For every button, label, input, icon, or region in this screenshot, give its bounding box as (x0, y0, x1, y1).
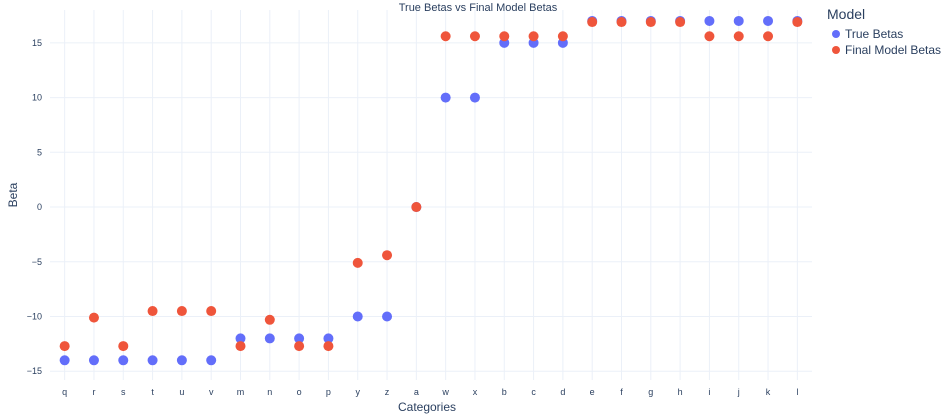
point-final-model-betas[interactable] (59, 341, 70, 352)
x-tick-label: l (796, 387, 798, 397)
x-tick-label: n (267, 387, 272, 397)
legend-title: Model (827, 6, 866, 22)
x-tick-label: z (385, 387, 390, 397)
x-tick-label: p (326, 387, 331, 397)
point-true-betas[interactable] (206, 355, 217, 366)
point-final-model-betas[interactable] (147, 306, 158, 317)
point-final-model-betas[interactable] (382, 250, 393, 261)
x-tick-label: r (92, 387, 95, 397)
y-tick-label: −15 (27, 366, 42, 376)
x-tick-label: b (502, 387, 507, 397)
x-tick-label: x (473, 387, 478, 397)
point-final-model-betas[interactable] (294, 341, 305, 352)
point-final-model-betas[interactable] (440, 31, 451, 42)
point-true-betas[interactable] (352, 311, 363, 322)
point-true-betas[interactable] (147, 355, 158, 366)
y-tick-label: 0 (37, 202, 42, 212)
point-final-model-betas[interactable] (528, 31, 539, 42)
point-final-model-betas[interactable] (675, 17, 686, 28)
point-final-model-betas[interactable] (352, 257, 363, 268)
point-true-betas[interactable] (176, 355, 187, 366)
x-axis-title: Categories (398, 400, 456, 414)
x-tick-label: q (62, 387, 67, 397)
legend-marker-final-model-betas (832, 46, 840, 54)
point-true-betas[interactable] (733, 15, 744, 26)
x-tick-label: g (648, 387, 653, 397)
x-tick-label: k (766, 387, 771, 397)
x-tick-label: i (708, 387, 710, 397)
y-tick-label: −10 (27, 312, 42, 322)
y-tick-label: 10 (32, 93, 42, 103)
point-true-betas[interactable] (704, 15, 715, 26)
x-tick-label: j (737, 387, 740, 397)
grid-lines (50, 10, 812, 380)
x-tick-label: u (179, 387, 184, 397)
point-true-betas[interactable] (88, 355, 99, 366)
point-final-model-betas[interactable] (645, 17, 656, 28)
x-tick-label: e (590, 387, 595, 397)
x-tick-label: d (560, 387, 565, 397)
legend: Model True Betas Final Model Betas (827, 6, 941, 58)
y-tick-label: 5 (37, 147, 42, 157)
point-true-betas[interactable] (294, 333, 305, 344)
legend-item-final-model-betas[interactable]: Final Model Betas (827, 42, 941, 58)
point-true-betas[interactable] (59, 355, 70, 366)
point-true-betas[interactable] (235, 333, 246, 344)
point-final-model-betas[interactable] (118, 341, 129, 352)
y-axis-title: Beta (6, 182, 20, 207)
x-tick-label: h (678, 387, 683, 397)
y-tick-label: 15 (32, 38, 42, 48)
point-final-model-betas[interactable] (587, 17, 598, 28)
x-tick-label: c (531, 387, 536, 397)
x-tick-label: f (620, 387, 623, 397)
x-tick-label: s (121, 387, 126, 397)
x-tick-label: t (151, 387, 154, 397)
x-tick-label: a (414, 387, 419, 397)
point-final-model-betas[interactable] (88, 312, 99, 323)
x-tick-label: m (237, 387, 245, 397)
point-true-betas[interactable] (323, 333, 334, 344)
legend-label-final-model-betas: Final Model Betas (845, 43, 942, 57)
axis-ticks: q r s t u v m n o p y z a w x b c d e f g h i j k l −15 −10 −5 0 5 10 15 (27, 38, 799, 397)
x-tick-label: y (355, 387, 360, 397)
legend-marker-true-betas (832, 30, 840, 38)
point-final-model-betas[interactable] (264, 314, 275, 325)
chart-title: True Betas vs Final Model Betas (399, 2, 558, 14)
point-final-model-betas[interactable] (557, 31, 568, 42)
data-points (59, 15, 803, 366)
legend-item-true-betas[interactable]: True Betas (827, 26, 941, 42)
point-true-betas[interactable] (382, 311, 393, 322)
point-final-model-betas[interactable] (704, 31, 715, 42)
point-true-betas[interactable] (469, 92, 480, 103)
x-tick-label: v (209, 387, 214, 397)
y-tick-label: −5 (32, 257, 42, 267)
point-final-model-betas[interactable] (411, 202, 422, 213)
point-final-model-betas[interactable] (176, 306, 187, 317)
point-final-model-betas[interactable] (235, 341, 246, 352)
x-tick-label: w (441, 387, 449, 397)
point-final-model-betas[interactable] (733, 31, 744, 42)
point-final-model-betas[interactable] (616, 17, 627, 28)
x-tick-label: o (297, 387, 302, 397)
point-true-betas[interactable] (118, 355, 129, 366)
point-final-model-betas[interactable] (763, 31, 774, 42)
point-true-betas[interactable] (440, 92, 451, 103)
point-true-betas[interactable] (264, 333, 275, 344)
point-final-model-betas[interactable] (206, 306, 217, 317)
point-final-model-betas[interactable] (323, 341, 334, 352)
point-true-betas[interactable] (763, 15, 774, 26)
legend-label-true-betas: True Betas (845, 27, 904, 41)
point-final-model-betas[interactable] (499, 31, 510, 42)
point-final-model-betas[interactable] (469, 31, 480, 42)
point-final-model-betas[interactable] (792, 17, 803, 28)
